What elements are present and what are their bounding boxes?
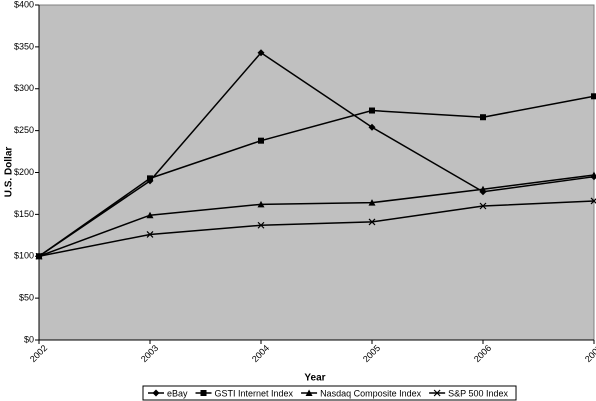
data-point xyxy=(147,175,153,182)
data-point xyxy=(591,93,596,100)
y-tick-label: $150 xyxy=(14,209,34,219)
y-axis-title: U.S. Dollar xyxy=(4,147,15,198)
y-tick-label: $350 xyxy=(14,41,34,51)
series-line xyxy=(38,200,595,257)
legend-label: GSTI Internet Index xyxy=(215,388,294,398)
data-point xyxy=(368,218,376,226)
y-tick-label: $300 xyxy=(14,83,34,93)
data-point xyxy=(369,107,375,114)
plot-area xyxy=(38,4,595,341)
legend-label: Nasdaq Composite Index xyxy=(320,388,422,398)
data-point xyxy=(146,211,154,219)
data-point xyxy=(590,171,596,179)
data-point xyxy=(258,137,264,144)
series-line xyxy=(38,51,595,257)
data-point xyxy=(480,114,486,121)
series-line xyxy=(38,95,595,257)
data-point xyxy=(257,221,265,229)
y-tick-label: $0 xyxy=(24,334,34,344)
legend-label: eBay xyxy=(167,388,188,398)
data-point xyxy=(146,231,154,238)
legend-marker xyxy=(433,389,441,397)
x-tick-label: 2004 xyxy=(250,343,271,364)
x-tick-label: 2003 xyxy=(139,343,160,364)
legend-marker xyxy=(200,390,207,396)
series-line xyxy=(38,174,595,257)
y-tick-label: $200 xyxy=(14,167,34,177)
legend-marker xyxy=(305,389,313,396)
x-tick-label: 2006 xyxy=(472,343,493,364)
data-point xyxy=(590,197,596,205)
data-point xyxy=(368,123,376,131)
legend: eBay GSTI Internet Index Nasdaq Composite … xyxy=(142,385,517,401)
legend-label: S&P 500 Index xyxy=(448,388,508,398)
x-tick-label: 2007 xyxy=(583,343,596,364)
x-axis-title: Year xyxy=(304,373,325,384)
data-point xyxy=(479,185,487,193)
data-point xyxy=(368,199,376,206)
x-tick-label: 2002 xyxy=(28,343,49,364)
data-point xyxy=(35,252,43,260)
y-tick-label: $250 xyxy=(14,125,34,135)
y-tick-label: $50 xyxy=(19,293,34,303)
legend-box xyxy=(142,385,517,401)
data-point xyxy=(479,202,487,210)
y-tick-label: $400 xyxy=(14,0,34,9)
y-tick-label: $100 xyxy=(14,251,34,261)
data-point xyxy=(257,200,265,208)
x-tick-label: 2005 xyxy=(361,343,382,364)
legend-marker xyxy=(152,389,160,397)
data-point xyxy=(257,49,265,57)
